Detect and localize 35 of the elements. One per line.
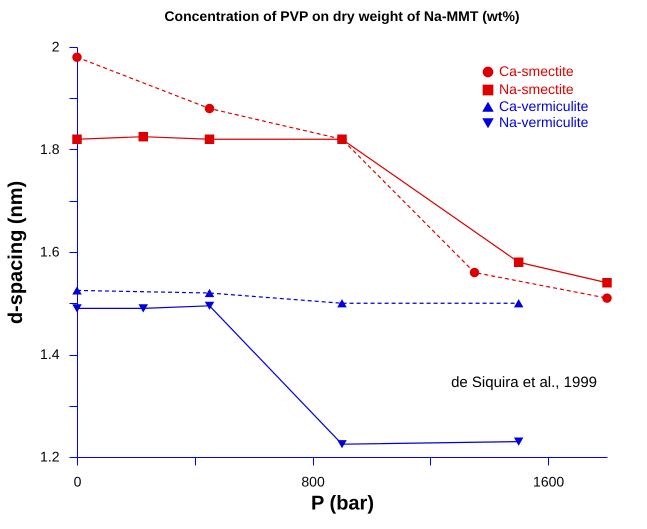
y-tick-label: 1.2 — [40, 448, 60, 464]
point — [72, 52, 82, 62]
y-tick-label: 2 — [52, 38, 60, 54]
point — [204, 302, 214, 310]
point — [514, 438, 524, 446]
point — [337, 134, 347, 144]
point — [470, 268, 480, 278]
point — [72, 134, 82, 144]
y-axis-title: d-spacing (nm) — [5, 180, 28, 324]
point — [72, 286, 82, 295]
x-tick-label: 1600 — [533, 474, 564, 490]
point — [138, 132, 148, 142]
annotation: de Siquira et al., 1999 — [451, 374, 597, 391]
point — [337, 299, 347, 308]
legend-label: Na-vermiculite — [499, 114, 589, 130]
legend-label: Na-smectite — [499, 81, 574, 97]
chart-title: Concentration of PVP on dry weight of Na-MMT (wt%) — [164, 8, 520, 24]
legend-label: Ca-vermiculite — [499, 98, 589, 114]
point — [72, 304, 82, 312]
point — [204, 288, 214, 298]
point — [514, 299, 524, 308]
point — [337, 440, 347, 448]
point — [204, 134, 214, 144]
point — [204, 104, 214, 114]
point — [138, 304, 148, 312]
legend-label: Ca-smectite — [499, 63, 574, 79]
y-tick-label: 1.4 — [40, 346, 60, 362]
x-tick-label: 800 — [301, 474, 325, 490]
x-axis-title: P (bar) — [311, 492, 374, 514]
y-tick-label: 1.8 — [40, 141, 60, 157]
point — [514, 258, 524, 267]
point — [602, 293, 612, 303]
y-tick-label: 1.6 — [40, 244, 60, 260]
x-tick-label: 0 — [74, 474, 82, 490]
point — [602, 278, 612, 288]
